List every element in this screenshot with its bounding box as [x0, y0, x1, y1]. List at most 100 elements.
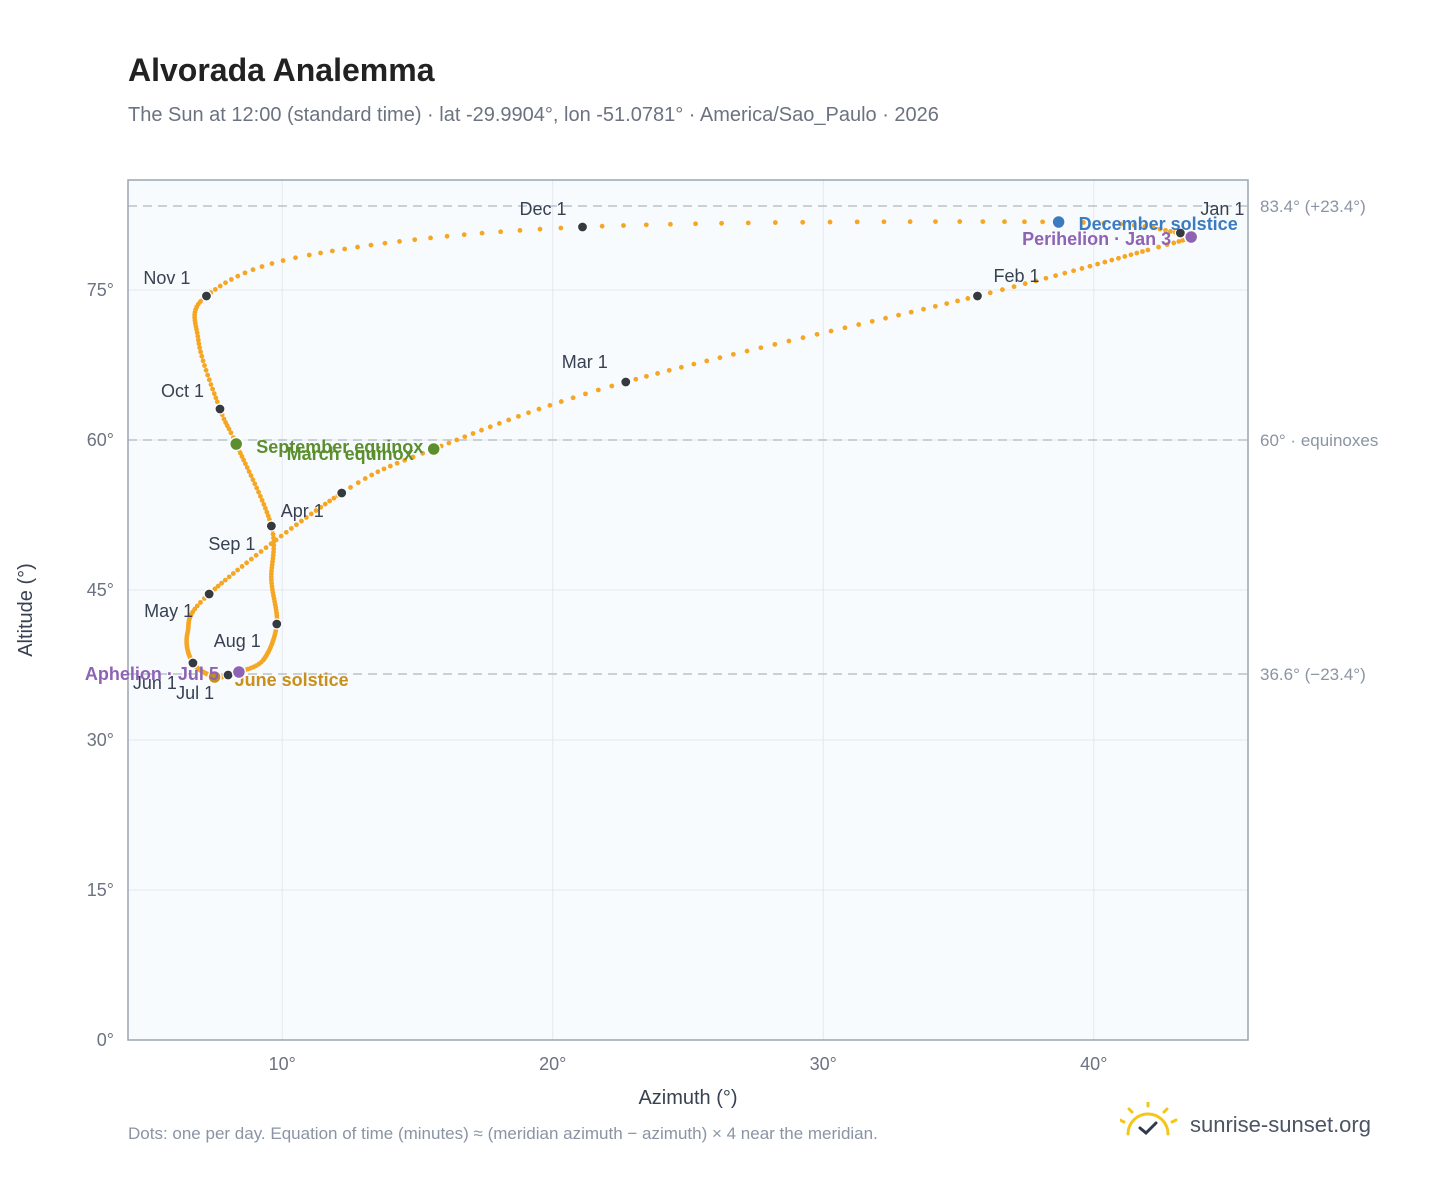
daily-sun-dot	[462, 434, 468, 440]
daily-sun-dot	[253, 552, 259, 558]
daily-sun-dot	[402, 457, 408, 463]
month-label: Nov 1	[143, 268, 190, 288]
chart-title: Alvorada Analemma	[128, 52, 435, 88]
daily-sun-dot	[1040, 219, 1045, 225]
daily-sun-dot	[308, 511, 314, 517]
daily-sun-dot	[327, 498, 333, 504]
daily-sun-dot	[221, 416, 227, 422]
daily-sun-dot	[242, 270, 248, 276]
plot-area	[128, 180, 1248, 1040]
daily-sun-dot	[1163, 227, 1168, 233]
daily-sun-dot	[375, 469, 381, 475]
daily-sun-dot	[800, 335, 806, 341]
month-marker	[187, 657, 199, 669]
month-label: Sep 1	[208, 534, 255, 554]
daily-sun-dot	[228, 430, 234, 436]
daily-sun-dot	[271, 542, 277, 548]
daily-sun-dot	[883, 315, 888, 321]
daily-sun-dot	[516, 413, 521, 419]
daily-sun-dot	[896, 312, 901, 318]
month-marker	[971, 290, 984, 302]
daily-sun-dot	[842, 325, 848, 331]
daily-sun-dot	[264, 509, 270, 515]
daily-sun-dot	[206, 377, 212, 383]
y-axis-label: Altitude (°)	[15, 563, 37, 657]
event-marker	[207, 669, 222, 685]
daily-sun-dot	[318, 250, 323, 256]
daily-sun-dot	[908, 309, 914, 315]
daily-sun-dot	[655, 370, 660, 376]
daily-sun-dot	[242, 461, 248, 467]
y-tick-label: 75°	[87, 280, 114, 300]
month-label: Dec 1	[519, 199, 566, 219]
daily-sun-dot	[955, 298, 960, 304]
daily-sun-dot	[226, 574, 232, 580]
brand-logo[interactable]: sunrise-sunset.org	[1118, 1100, 1390, 1146]
month-marker	[214, 403, 226, 415]
daily-sun-dot	[244, 560, 250, 566]
daily-sun-dot	[322, 501, 328, 507]
daily-sun-dot	[772, 220, 778, 225]
daily-sun-dot	[254, 485, 260, 491]
daily-sun-dot	[933, 219, 938, 224]
daily-sun-dot	[668, 221, 673, 227]
daily-sun-dot	[256, 489, 261, 495]
daily-sun-dot	[235, 567, 241, 573]
daily-sun-dot	[498, 229, 504, 235]
daily-sun-dot	[621, 223, 626, 228]
daily-sun-dot	[1043, 275, 1049, 281]
daily-sun-dot	[362, 476, 368, 481]
daily-sun-dot	[203, 367, 209, 373]
daily-sun-dot	[1145, 247, 1151, 253]
daily-sun-dot	[241, 457, 247, 463]
daily-sun-dot	[283, 529, 289, 535]
month-marker	[620, 376, 632, 388]
daily-sun-dot	[570, 395, 576, 401]
daily-sun-dot	[246, 469, 252, 474]
daily-sun-dot	[271, 546, 277, 552]
x-tick-label: 20°	[539, 1054, 566, 1074]
event-marker	[228, 436, 244, 452]
daily-sun-dot	[394, 460, 400, 466]
daily-sun-dot	[270, 531, 276, 537]
daily-sun-dot	[1180, 237, 1186, 243]
month-marker	[336, 487, 348, 499]
daily-sun-dot	[214, 399, 220, 405]
daily-sun-dot	[644, 373, 649, 379]
reference-line-label: 83.4° (+23.4°)	[1260, 197, 1366, 216]
daily-sun-dot	[1102, 259, 1108, 265]
daily-sun-dot	[280, 258, 286, 263]
daily-sun-dot	[205, 372, 211, 378]
daily-sun-dot	[907, 219, 913, 225]
daily-sun-dot	[496, 420, 502, 426]
daily-sun-dot	[306, 252, 312, 258]
daily-sun-dot	[195, 337, 201, 343]
daily-sun-dot	[814, 331, 820, 337]
daily-sun-dot	[643, 222, 649, 228]
event-marker	[426, 441, 441, 457]
daily-sun-dot	[1134, 250, 1140, 256]
daily-sun-dot	[428, 235, 433, 241]
daily-sun-dot	[265, 513, 271, 519]
daily-sun-dot	[717, 355, 723, 361]
month-marker	[200, 290, 213, 302]
event-label: March equinox	[287, 444, 414, 464]
event-marker	[1183, 229, 1199, 245]
daily-sun-dot	[197, 345, 203, 351]
daily-sun-dot	[355, 480, 361, 486]
daily-sun-dot	[381, 466, 387, 472]
daily-sun-dot	[258, 549, 264, 554]
daily-sun-dot	[547, 402, 553, 408]
daily-sun-dot	[957, 219, 963, 224]
daily-sun-dot	[252, 481, 258, 487]
daily-sun-dot	[854, 219, 860, 225]
daily-sun-dot	[410, 454, 416, 460]
daily-sun-dot	[517, 227, 523, 233]
daily-sun-dot	[288, 526, 294, 531]
month-label: Jun 1	[133, 673, 177, 693]
daily-sun-dot	[259, 497, 265, 503]
daily-sun-dot	[382, 240, 388, 246]
daily-sun-dot	[248, 556, 254, 562]
reference-line-label: 36.6° (−23.4°)	[1260, 665, 1366, 684]
daily-sun-dot	[1002, 219, 1007, 225]
